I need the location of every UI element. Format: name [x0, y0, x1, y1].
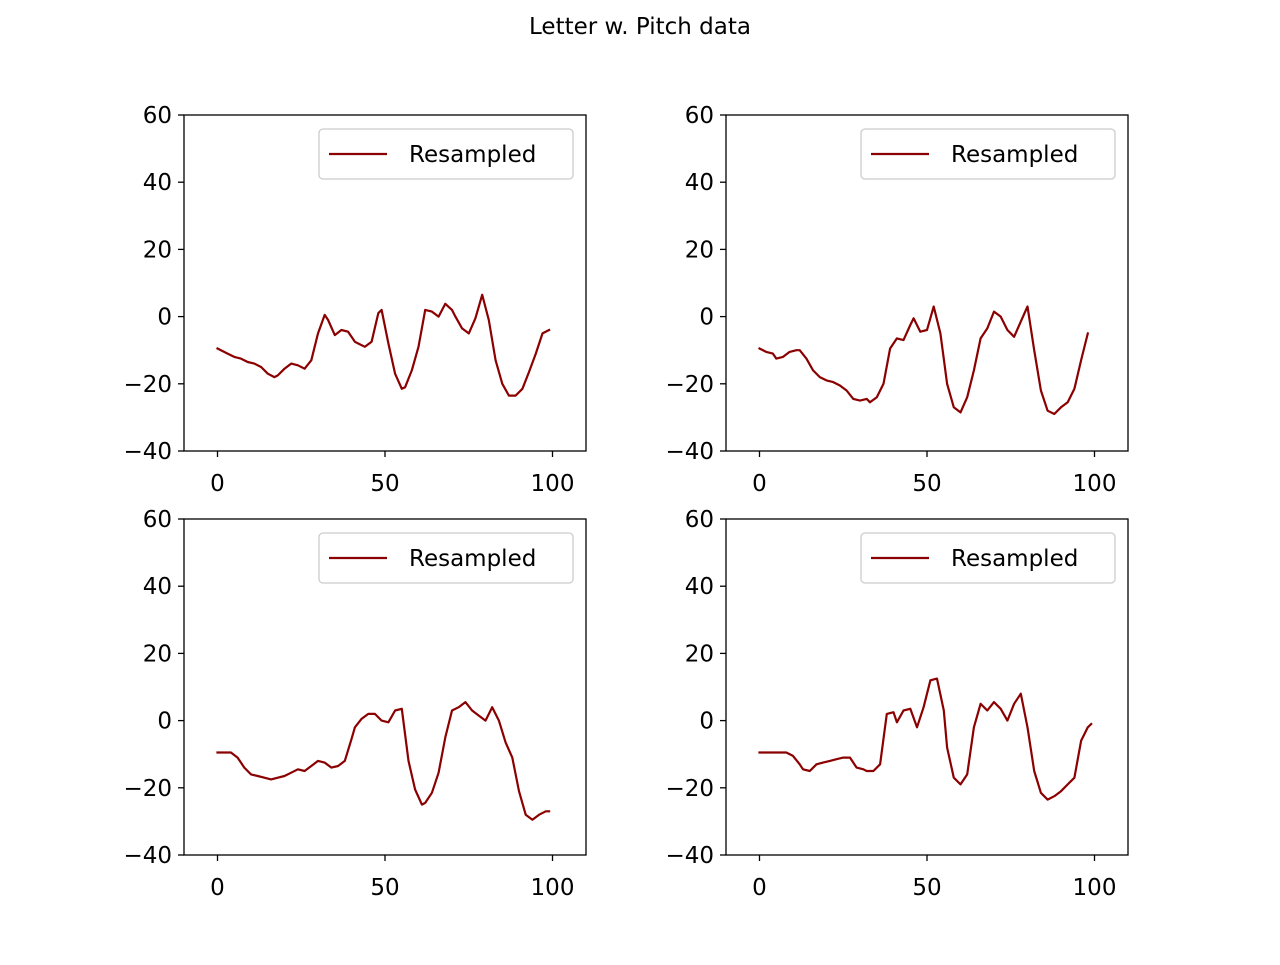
y-tick-label: 20	[685, 641, 714, 667]
y-tick-label: 60	[685, 507, 714, 533]
y-tick-label: −40	[665, 439, 714, 465]
x-tick-label: 100	[1073, 875, 1117, 901]
series-line-resampled	[216, 293, 551, 397]
legend-box	[860, 532, 1116, 584]
x-tick-label: 100	[531, 875, 575, 901]
y-tick-label: −40	[123, 439, 172, 465]
legend-box	[318, 128, 574, 180]
x-tick-label: 0	[210, 875, 225, 901]
y-tick-label: 20	[685, 237, 714, 263]
y-tick-label: 40	[685, 170, 714, 196]
figure-title: Letter w. Pitch data	[529, 14, 751, 40]
y-tick-label: 40	[143, 574, 172, 600]
x-tick-label: 50	[370, 875, 399, 901]
legend: Resampled	[318, 128, 574, 180]
legend-label: Resampled	[951, 546, 1078, 572]
legend-label: Resampled	[951, 142, 1078, 168]
legend: Resampled	[860, 128, 1116, 180]
series-line-resampled	[758, 305, 1090, 416]
legend-label: Resampled	[409, 142, 536, 168]
y-tick-label: 0	[699, 709, 714, 735]
x-tick-label: 50	[370, 471, 399, 497]
y-tick-label: −40	[123, 843, 172, 869]
y-tick-label: 0	[157, 305, 172, 331]
y-tick-label: 40	[685, 574, 714, 600]
y-tick-label: −40	[665, 843, 714, 869]
y-tick-label: 20	[143, 641, 172, 667]
y-tick-label: −20	[123, 372, 172, 398]
legend-box	[860, 128, 1116, 180]
subplot-2: −40 −20 0 20 40 60 0 50 100 Resampled	[665, 103, 1129, 497]
y-tick-label: 60	[685, 103, 714, 129]
y-tick-label: 40	[143, 170, 172, 196]
y-tick-label: 60	[143, 507, 172, 533]
y-tick-label: −20	[123, 776, 172, 802]
y-tick-label: 0	[157, 709, 172, 735]
y-tick-label: 20	[143, 237, 172, 263]
x-tick-label: 0	[752, 875, 767, 901]
x-tick-label: 50	[912, 471, 941, 497]
x-tick-label: 50	[912, 875, 941, 901]
y-tick-label: −20	[665, 372, 714, 398]
x-tick-label: 0	[752, 471, 767, 497]
x-tick-label: 100	[531, 471, 575, 497]
y-tick-label: 0	[699, 305, 714, 331]
y-tick-label: 60	[143, 103, 172, 129]
x-tick-label: 0	[210, 471, 225, 497]
legend: Resampled	[860, 532, 1116, 584]
x-tick-label: 100	[1073, 471, 1117, 497]
legend-box	[318, 532, 574, 584]
subplot-1: −40 −20 0 20 40 60 0 50 100 Resampled	[123, 103, 587, 497]
legend: Resampled	[318, 532, 574, 584]
subplot-3: −40 −20 0 20 40 60 0 50 100 Resampled	[123, 507, 587, 901]
series-line-resampled	[758, 677, 1093, 801]
legend-label: Resampled	[409, 546, 536, 572]
y-tick-label: −20	[665, 776, 714, 802]
series-line-resampled	[216, 700, 551, 821]
subplot-4: −40 −20 0 20 40 60 0 50 100 Resampled	[665, 507, 1129, 901]
